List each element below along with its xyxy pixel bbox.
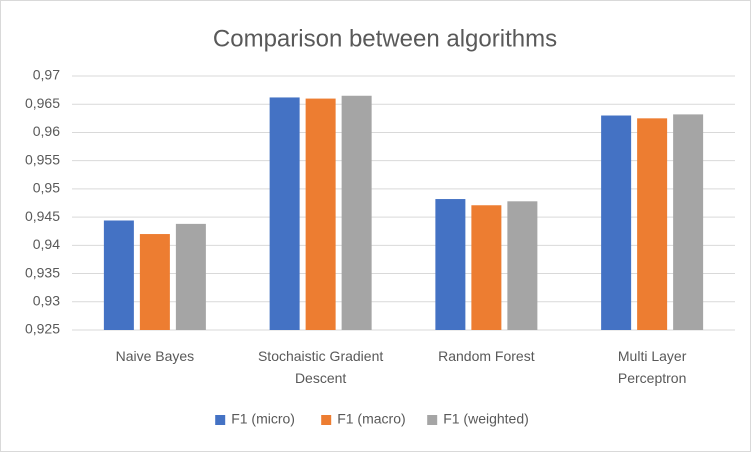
y-tick-label: 0,93 [33, 292, 60, 308]
bar [601, 115, 632, 330]
legend-swatch [321, 415, 332, 425]
legend-swatch [427, 415, 438, 425]
bar [435, 199, 466, 330]
legend-label: F1 (weighted) [443, 411, 529, 427]
y-tick-label: 0,96 [33, 123, 60, 139]
legend-swatch [215, 415, 226, 425]
legend-label: F1 (micro) [231, 411, 295, 427]
x-tick-label: Random Forest [438, 348, 535, 364]
bar [305, 98, 336, 330]
legend-label: F1 (macro) [337, 411, 405, 427]
y-tick-label: 0,97 [33, 67, 60, 83]
y-tick-label: 0,965 [25, 95, 60, 111]
y-tick-label: 0,935 [25, 264, 60, 280]
bar [341, 95, 372, 330]
bar [175, 223, 206, 330]
bar [139, 234, 170, 330]
y-tick-label: 0,925 [25, 321, 60, 337]
y-tick-label: 0,95 [33, 180, 60, 196]
bar [507, 201, 538, 330]
bar [673, 114, 704, 330]
x-tick-label: Stochaistic Gradient Descent [257, 348, 384, 386]
bar [103, 220, 134, 330]
bar [269, 97, 300, 331]
chart-title: Comparison between algorithms [213, 25, 557, 52]
y-tick-label: 0,945 [25, 208, 60, 224]
bar [471, 205, 502, 330]
bar [637, 118, 668, 330]
y-tick-label: 0,955 [25, 151, 60, 167]
y-tick-label: 0,94 [33, 236, 60, 252]
x-tick-label: Naive Bayes [115, 348, 195, 364]
x-tick-label: Multi Layer Perceptron [617, 348, 687, 386]
